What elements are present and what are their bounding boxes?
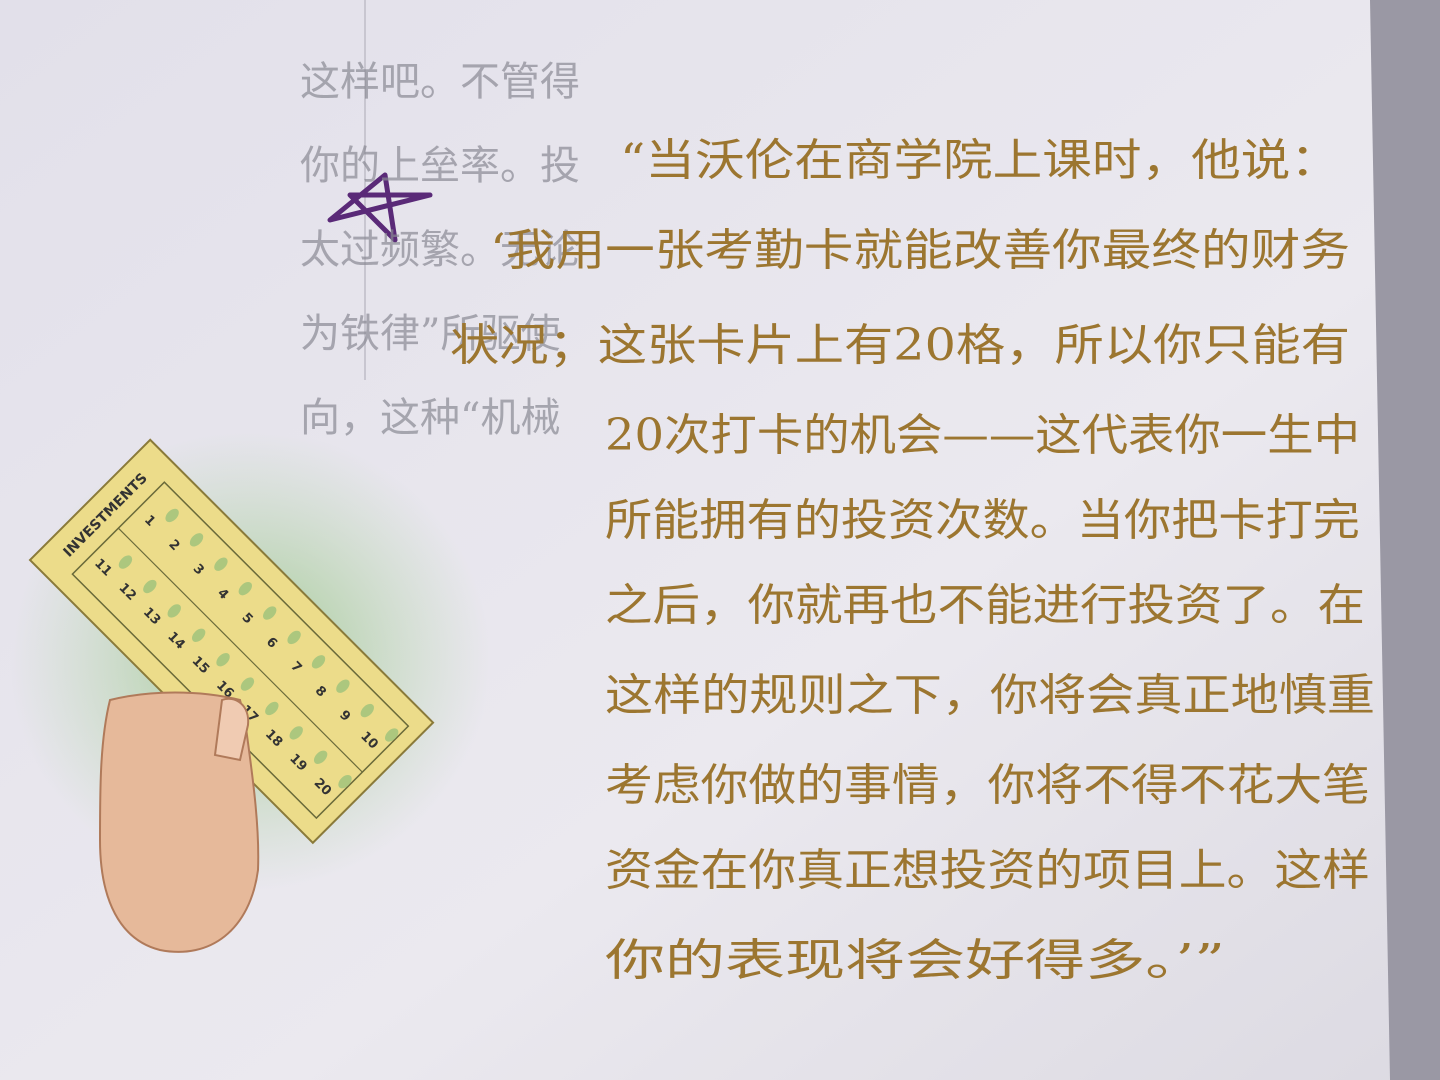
quote-line: 考虑你做的事情，你将不得不花大笔 [605,760,1370,811]
quote-line: 状况；这张卡片上有20格，所以你只能有 [450,320,1350,371]
hand-drawn-star [327,172,433,243]
quote-line: 这样的规则之下，你将会真正地慎重 [605,670,1375,721]
punch-hole [165,508,179,523]
quote-line: ‘我用一张考勤卡就能改善你最终的财务 [490,225,1350,276]
punch-hole [311,655,326,669]
punch-hole [240,677,255,691]
punch-hole [265,701,279,716]
punch-hole [216,653,230,667]
quote-line: “当沃伦在商学院上课时，他说： [620,135,1340,186]
quote: “当沃伦在商学院上课时，他说： ‘我用一张考勤卡就能改善你最终的财务状况；这张卡片… [450,135,1375,986]
quote-line: 之后，你就再也不能进行投资了。在 [605,580,1365,631]
punch-hole [189,533,204,547]
quote-line: 资金在你真正想投资的项目上。这样 [605,845,1370,896]
punch-hole [167,604,181,618]
card-grid [117,527,363,773]
punch-hole [336,679,350,693]
quote-line: 20次打卡的机会——这代表你一生中 [605,410,1360,461]
text-line: 这样吧。不管得 [300,59,580,105]
punch-hole [238,581,252,596]
punch-hole [191,628,206,642]
quote-line: 所能拥有的投资次数。当你把卡打完 [605,495,1360,546]
thumb [213,697,250,762]
quote-line: 你的表现将会好得多。’” [605,935,1225,986]
punch-hole [385,728,399,742]
punch-hole [214,557,228,571]
punch-hole [289,726,303,740]
punch-hole [287,630,301,645]
punch-hole [338,775,352,789]
text-line: 为铁律”所驱使 [300,311,560,357]
punch-hole [263,606,277,620]
punch-hole [360,703,374,718]
punch-hole [143,579,157,594]
page-edge [1370,0,1440,1080]
text-line: 你的上垒率。投 [300,143,580,189]
text-line: 向，这种“机械 [300,395,560,441]
punch-card: INVESTMENTS 1234567891011121314151617181… [28,438,435,845]
text-line: 太过频繁。无论 [300,227,580,273]
punch-hole [313,750,328,764]
punch-hole [118,555,133,569]
